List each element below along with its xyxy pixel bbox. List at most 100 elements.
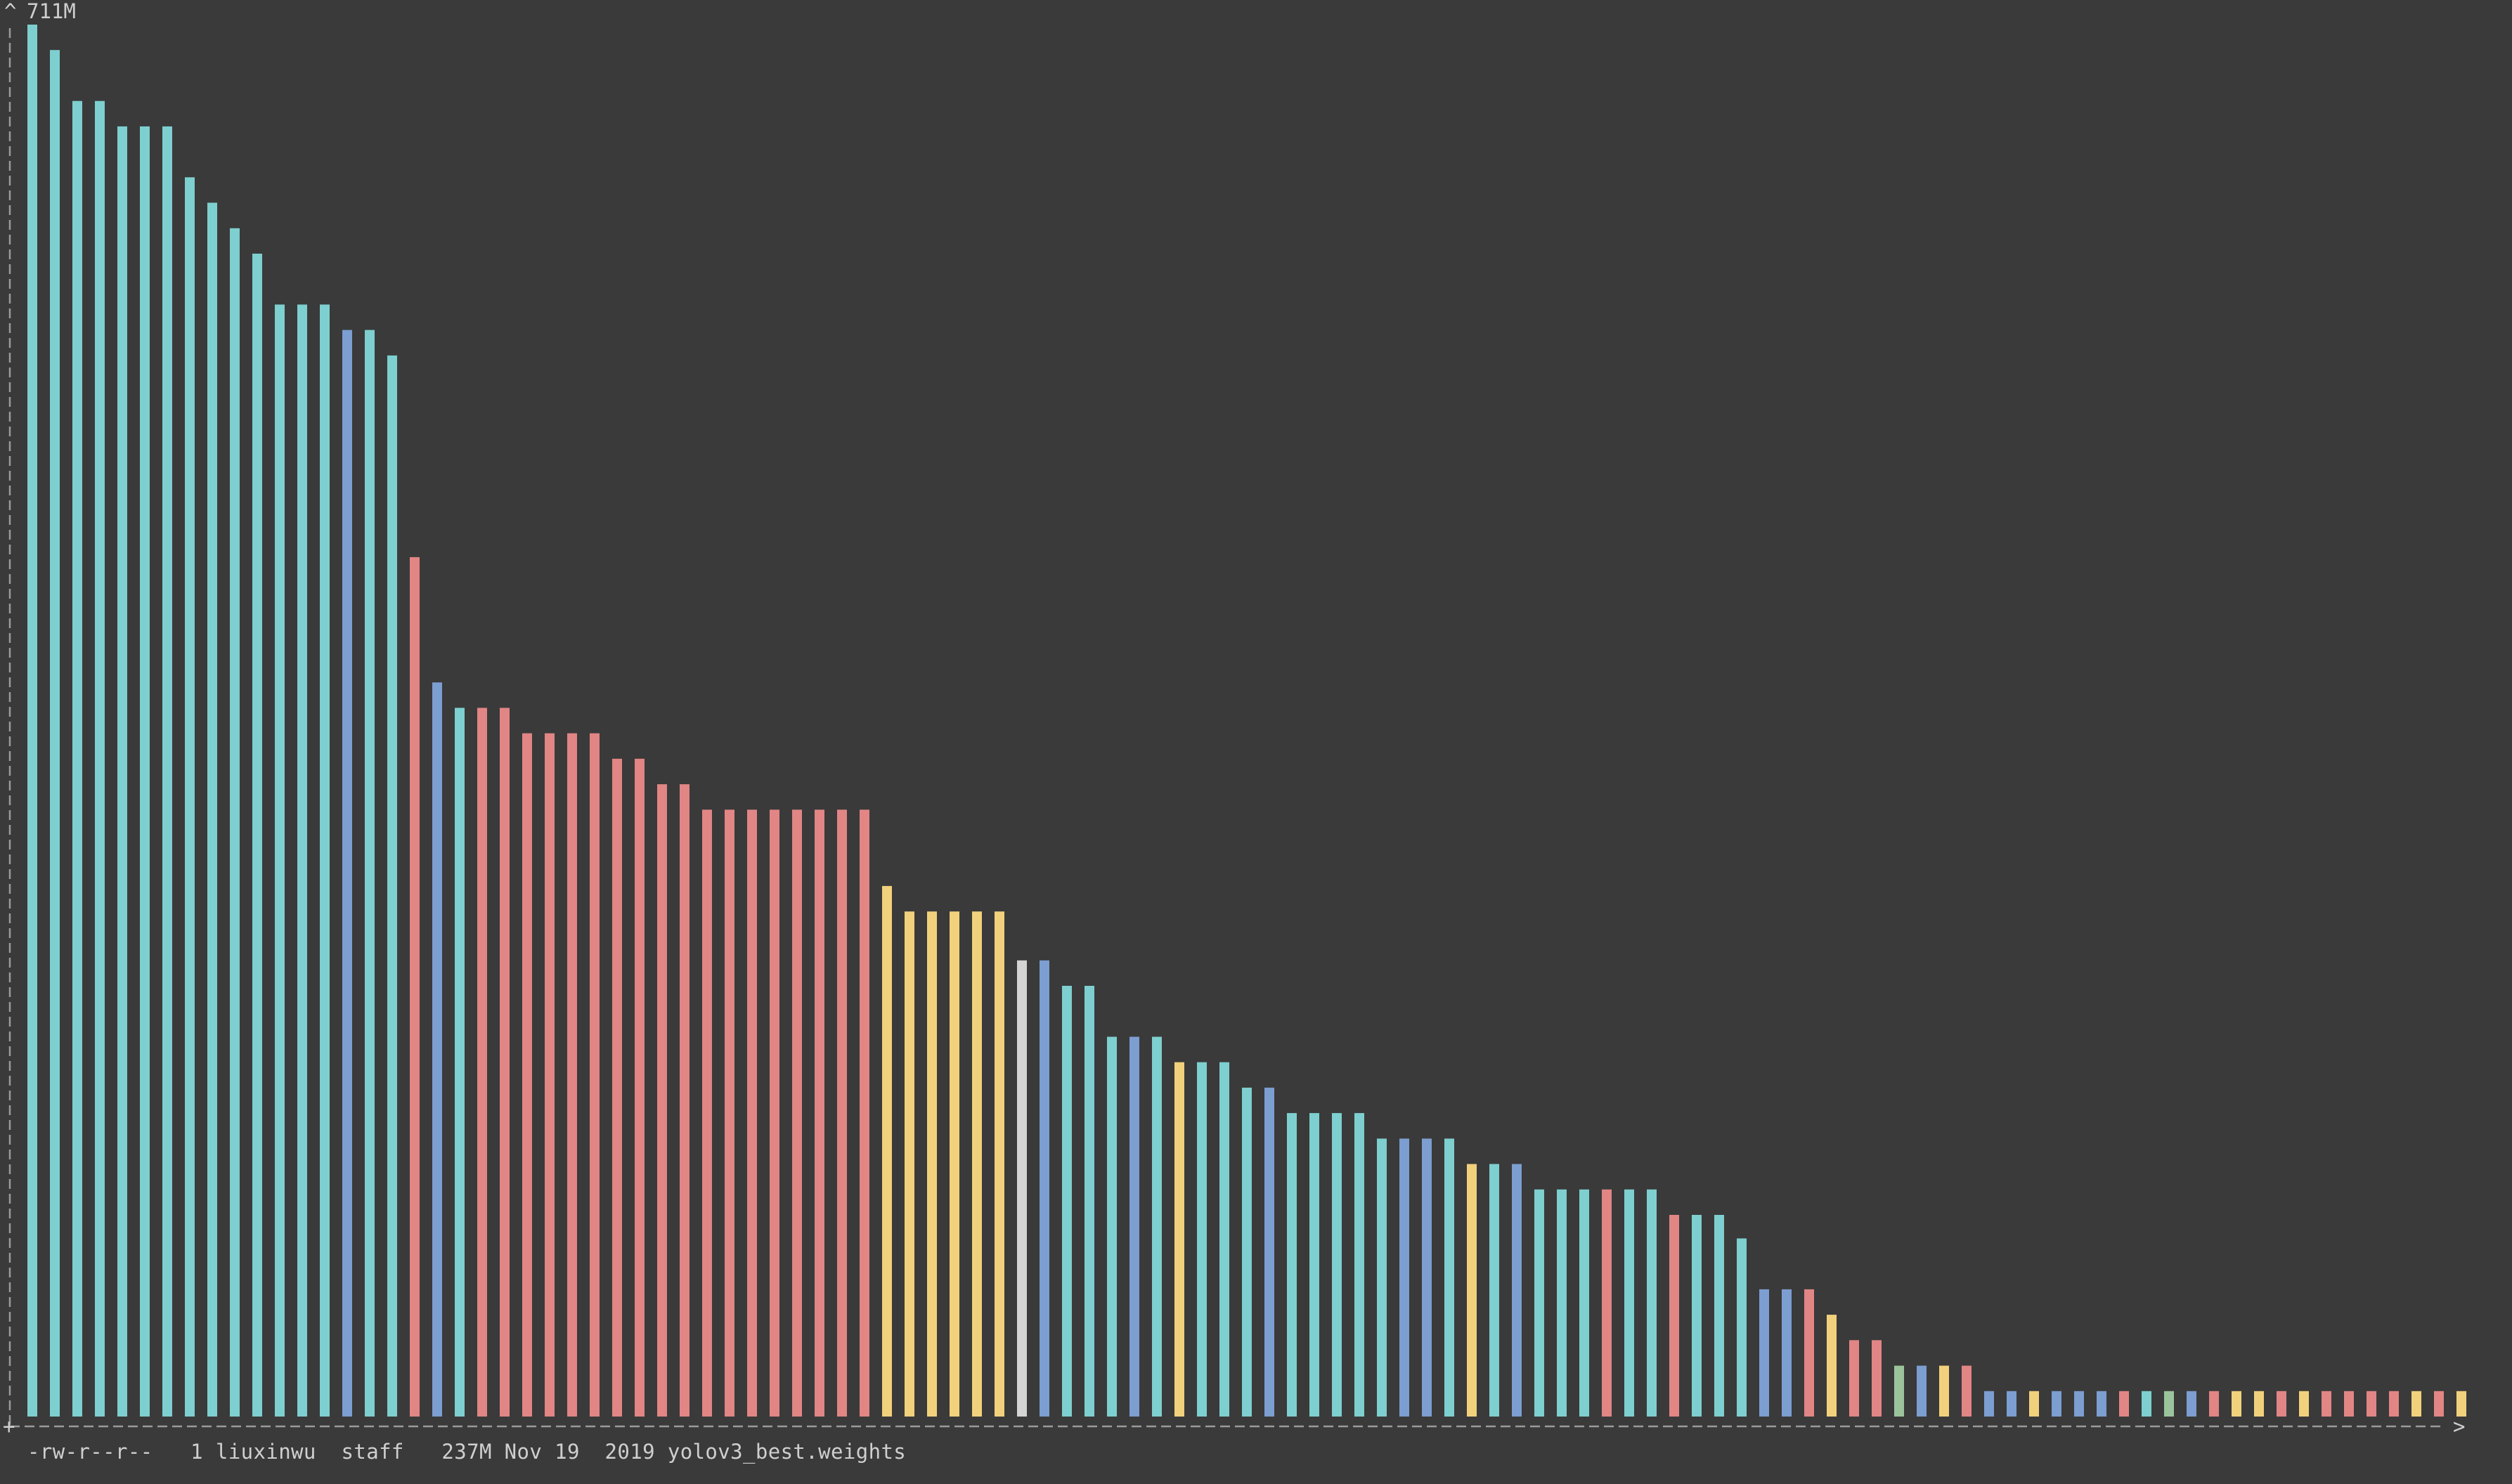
- y-max-label: 711M: [27, 0, 76, 23]
- bar-68: [1534, 1189, 1544, 1417]
- bar-55: [1242, 1087, 1252, 1417]
- bar-36: [815, 809, 824, 1417]
- bar-81: [1827, 1315, 1837, 1417]
- bar-57: [1287, 1113, 1297, 1417]
- bar-14: [320, 304, 330, 1417]
- bar-27: [612, 758, 622, 1417]
- bar-73: [1647, 1189, 1657, 1417]
- bar-96: [2164, 1391, 2174, 1417]
- bar-8: [185, 177, 195, 1417]
- bar-25: [567, 733, 577, 1417]
- bar-42: [950, 911, 959, 1417]
- bar-23: [522, 733, 532, 1417]
- bar-44: [995, 911, 1004, 1417]
- bar-11: [252, 254, 262, 1417]
- bar-87: [1962, 1365, 1972, 1417]
- bar-69: [1557, 1189, 1567, 1417]
- bar-97: [2187, 1391, 2196, 1417]
- bar-33: [747, 809, 757, 1417]
- bar-86: [1939, 1365, 1949, 1417]
- bar-26: [590, 733, 600, 1417]
- bar-1: [27, 25, 37, 1417]
- bar-4: [95, 100, 105, 1417]
- bar-109: [2456, 1391, 2466, 1417]
- bar-46: [1040, 960, 1049, 1417]
- bar-84: [1894, 1365, 1904, 1417]
- bar-12: [275, 304, 285, 1417]
- bar-45: [1017, 960, 1027, 1417]
- bar-90: [2029, 1391, 2039, 1417]
- bar-22: [500, 708, 510, 1417]
- bar-10: [230, 228, 240, 1417]
- bar-65: [1467, 1164, 1477, 1417]
- bar-76: [1714, 1215, 1724, 1417]
- bar-32: [725, 809, 734, 1417]
- bar-30: [680, 784, 689, 1417]
- bar-103: [2322, 1391, 2331, 1417]
- bar-62: [1399, 1138, 1409, 1417]
- bar-91: [2052, 1391, 2061, 1417]
- bar-60: [1354, 1113, 1364, 1417]
- bar-107: [2411, 1391, 2421, 1417]
- bar-101: [2277, 1391, 2286, 1417]
- bar-52: [1174, 1062, 1184, 1417]
- bar-40: [905, 911, 914, 1417]
- bar-16: [365, 330, 375, 1417]
- bar-58: [1309, 1113, 1319, 1417]
- bar-49: [1107, 1036, 1117, 1417]
- bar-56: [1264, 1087, 1274, 1417]
- bar-47: [1062, 986, 1072, 1417]
- bar-35: [792, 809, 802, 1417]
- bar-94: [2119, 1391, 2129, 1417]
- bar-105: [2367, 1391, 2376, 1417]
- bar-5: [117, 126, 127, 1417]
- bar-series: [27, 25, 2466, 1417]
- bar-41: [927, 911, 937, 1417]
- bar-63: [1422, 1138, 1432, 1417]
- chart-axes: ^ 711M + >: [3, 0, 2465, 1438]
- bar-80: [1804, 1289, 1814, 1417]
- bar-3: [72, 100, 82, 1417]
- bar-89: [2007, 1391, 2016, 1417]
- bar-99: [2232, 1391, 2241, 1417]
- bar-98: [2209, 1391, 2219, 1417]
- bar-15: [342, 330, 352, 1417]
- bar-78: [1759, 1289, 1769, 1417]
- bar-28: [635, 758, 645, 1417]
- bar-43: [972, 911, 982, 1417]
- bar-93: [2097, 1391, 2106, 1417]
- bar-74: [1669, 1215, 1679, 1417]
- bar-2: [50, 50, 60, 1417]
- bar-34: [770, 809, 779, 1417]
- bar-38: [860, 809, 869, 1417]
- bar-50: [1129, 1036, 1139, 1417]
- bar-72: [1624, 1189, 1634, 1417]
- bar-64: [1444, 1138, 1454, 1417]
- bar-59: [1332, 1113, 1342, 1417]
- bar-61: [1377, 1138, 1387, 1417]
- bar-100: [2254, 1391, 2264, 1417]
- file-info-line: -rw-r--r-- 1 liuxinwu staff 237M Nov 19 …: [27, 1440, 907, 1464]
- bar-29: [657, 784, 667, 1417]
- bar-108: [2434, 1391, 2444, 1417]
- bar-51: [1152, 1036, 1162, 1417]
- x-axis-arrow: >: [2453, 1414, 2465, 1438]
- bar-53: [1197, 1062, 1207, 1417]
- bar-48: [1085, 986, 1094, 1417]
- bar-13: [297, 304, 307, 1417]
- bar-39: [882, 885, 892, 1417]
- bar-106: [2389, 1391, 2399, 1417]
- bar-71: [1602, 1189, 1612, 1417]
- bar-66: [1489, 1164, 1499, 1417]
- bar-82: [1849, 1340, 1859, 1417]
- bar-70: [1579, 1189, 1589, 1417]
- bar-92: [2074, 1391, 2084, 1417]
- bar-104: [2344, 1391, 2354, 1417]
- bar-54: [1219, 1062, 1229, 1417]
- bar-31: [702, 809, 712, 1417]
- y-axis-arrow: ^: [4, 0, 16, 23]
- bar-18: [410, 556, 420, 1417]
- bar-85: [1917, 1365, 1927, 1417]
